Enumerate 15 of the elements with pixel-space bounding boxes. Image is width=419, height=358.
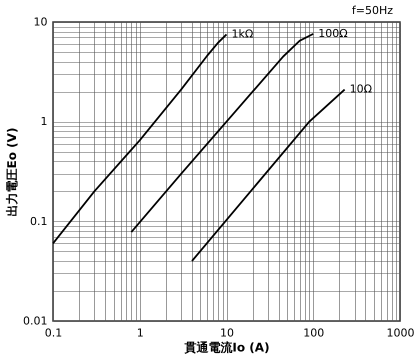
series-label: 1kΩ (232, 27, 254, 40)
y-axis-title: 出力電圧Eo (V) (5, 128, 20, 216)
y-tick-label: 0.01 (23, 314, 48, 328)
x-axis-title: 貫通電流Io (A) (183, 340, 270, 354)
x-tick-label: 0.1 (44, 326, 62, 340)
x-tick-label: 100 (303, 326, 324, 340)
y-tick-label: 1 (40, 115, 48, 128)
series-label: 10Ω (350, 82, 372, 96)
text: f=50Hz (352, 4, 394, 17)
series-label: 100Ω (318, 26, 348, 40)
y-tick-label: 10 (34, 16, 48, 28)
x-tick-label: 1000 (386, 326, 414, 340)
x-tick-label: 10 (220, 326, 234, 340)
x-tick-label: 1 (136, 326, 144, 340)
y-tick-label: 0.1 (30, 214, 48, 228)
